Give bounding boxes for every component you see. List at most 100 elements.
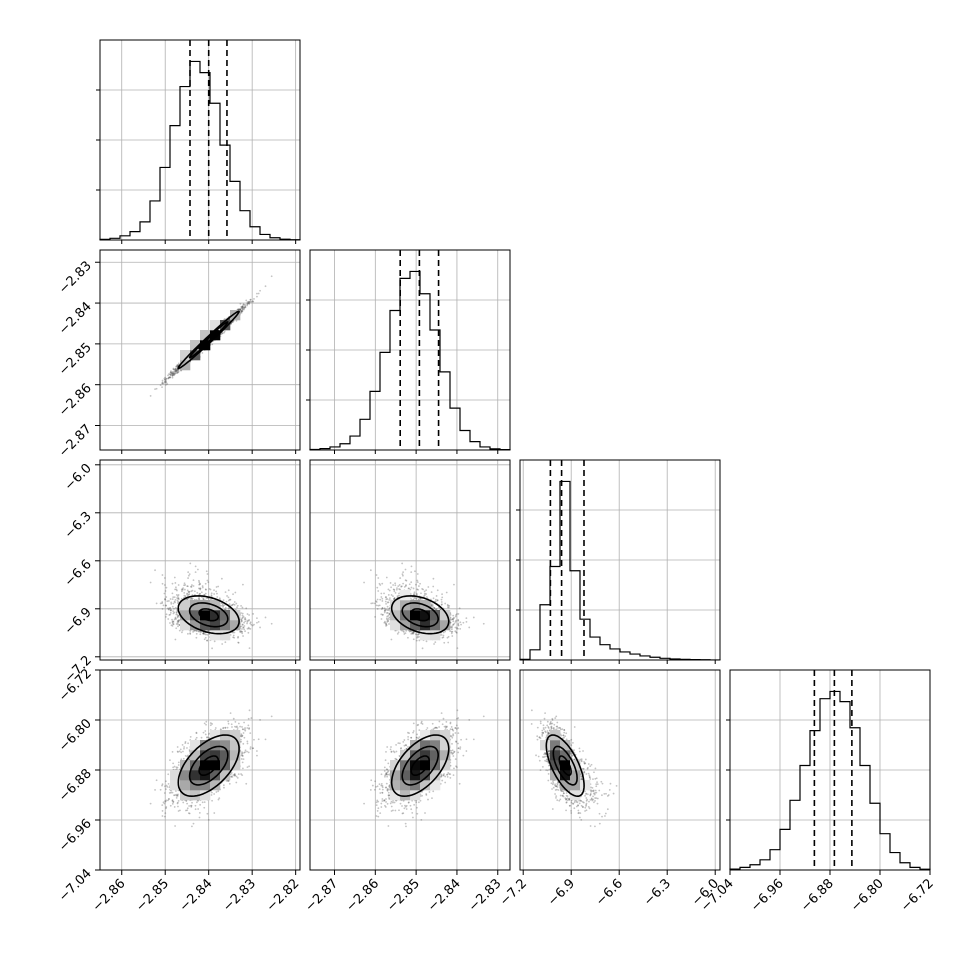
sample-point	[240, 310, 242, 313]
sample-point	[430, 591, 433, 594]
hist-bin	[380, 352, 390, 450]
sample-point	[240, 618, 243, 621]
sample-point	[163, 584, 166, 586]
sample-point	[169, 609, 172, 611]
sample-point	[175, 372, 178, 375]
sample-point	[168, 376, 171, 379]
sample-point	[215, 590, 218, 593]
sample-point	[210, 592, 213, 595]
sample-point	[189, 562, 192, 565]
sample-point	[222, 599, 225, 602]
sample-point	[177, 369, 180, 372]
sample-point	[180, 597, 183, 600]
sample-point	[257, 292, 260, 295]
sample-point	[162, 382, 165, 385]
sample-point	[173, 596, 176, 598]
sample-point	[248, 302, 250, 305]
sample-point	[240, 309, 242, 312]
sample-point	[386, 612, 389, 614]
sample-point	[186, 585, 189, 588]
sample-point	[390, 594, 393, 596]
hist-bin	[450, 408, 460, 450]
sample-point	[197, 568, 199, 571]
sample-point	[231, 321, 234, 324]
sample-point	[184, 584, 187, 586]
sample-point	[239, 307, 242, 310]
sample-point	[243, 306, 246, 309]
sample-point	[388, 589, 391, 592]
sample-point	[187, 571, 190, 574]
sample-point	[182, 587, 185, 590]
density-cell	[190, 620, 201, 631]
sample-point	[174, 370, 176, 373]
sample-point	[249, 621, 252, 624]
sample-point	[227, 589, 230, 592]
sample-point	[186, 594, 189, 597]
sample-point	[385, 576, 388, 579]
sample-point	[399, 577, 402, 579]
sample-point	[174, 588, 176, 591]
sample-point	[174, 599, 177, 601]
sample-point	[228, 598, 231, 601]
sample-point	[223, 608, 226, 611]
sample-point	[376, 598, 379, 601]
sample-point	[195, 636, 198, 639]
sample-point	[242, 615, 245, 618]
sample-point	[187, 593, 190, 596]
sample-point	[165, 615, 167, 618]
sample-point	[442, 636, 445, 639]
hist-bin	[250, 227, 260, 240]
hist-bin	[240, 211, 250, 240]
sample-point	[264, 616, 267, 619]
sample-point	[173, 373, 176, 376]
sample-point	[240, 306, 243, 309]
sample-point	[216, 592, 218, 595]
sample-point	[194, 565, 197, 568]
sample-point	[175, 627, 178, 630]
sample-point	[173, 372, 176, 375]
sample-point	[256, 617, 258, 619]
density-cell	[230, 610, 241, 621]
sample-point	[410, 571, 413, 574]
sample-point	[163, 592, 166, 595]
sample-point	[204, 588, 207, 591]
hist-bin	[190, 61, 200, 240]
sample-point	[175, 594, 178, 596]
sample-point	[395, 588, 398, 591]
sample-point	[167, 608, 170, 610]
sample-point	[181, 588, 184, 591]
sample-point	[172, 374, 175, 377]
sample-point	[184, 595, 187, 598]
sample-point	[175, 623, 178, 625]
sample-point	[163, 380, 166, 383]
sample-point	[201, 586, 204, 589]
sample-point	[174, 368, 177, 371]
sample-point	[165, 379, 167, 382]
sample-point	[205, 588, 207, 591]
sample-point	[224, 591, 227, 594]
sample-point	[240, 630, 243, 633]
sample-point	[186, 589, 189, 592]
sample-point	[176, 620, 179, 623]
sample-point	[206, 573, 209, 575]
sample-point	[174, 582, 177, 584]
sample-point	[176, 363, 179, 366]
sample-point	[240, 310, 243, 313]
sample-point	[388, 599, 391, 601]
sample-point	[259, 626, 261, 629]
sample-point	[181, 631, 183, 634]
hist-bin	[370, 391, 380, 450]
sample-point	[175, 370, 177, 373]
sample-point	[175, 370, 178, 372]
sample-point	[440, 603, 443, 606]
panel-frame	[99, 249, 301, 451]
sample-point	[241, 310, 243, 313]
sample-point	[246, 627, 249, 630]
sample-point	[177, 584, 180, 586]
sample-point	[245, 607, 248, 610]
sample-point	[177, 362, 180, 365]
sample-point	[211, 647, 213, 650]
sample-point	[166, 600, 169, 603]
sample-point	[172, 373, 175, 375]
sample-point	[176, 589, 178, 592]
